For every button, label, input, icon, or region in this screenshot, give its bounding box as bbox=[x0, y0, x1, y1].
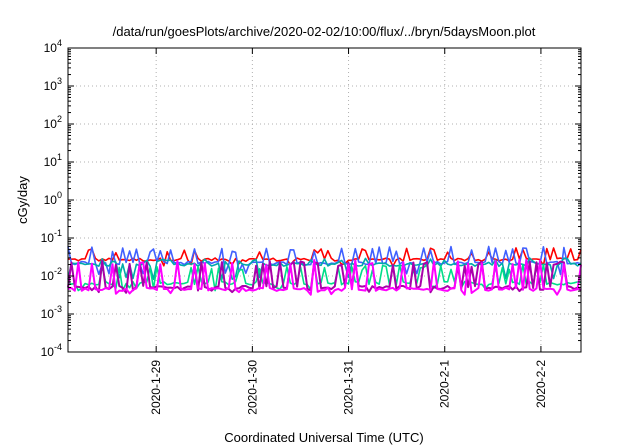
x-tick-label: 2020-1-30 bbox=[245, 360, 259, 415]
y-tick-label: 10-2 bbox=[41, 266, 62, 283]
y-tick-label: 100 bbox=[44, 190, 62, 207]
series-group bbox=[67, 245, 582, 296]
series-line bbox=[67, 257, 582, 281]
y-axis-label: cGy/day bbox=[15, 176, 30, 224]
x-tick-label: 2020-1-29 bbox=[149, 360, 163, 415]
y-tick-label: 102 bbox=[44, 114, 62, 131]
y-tick-label: 10-4 bbox=[41, 342, 62, 359]
y-tick-label: 104 bbox=[44, 38, 62, 55]
chart-title: /data/run/goesPlots/archive/2020-02-02/1… bbox=[113, 24, 536, 39]
x-tick-label: 2020-1-31 bbox=[342, 360, 356, 415]
x-tick-label: 2020-2-2 bbox=[534, 360, 548, 408]
x-axis: 2020-1-29 2020-1-30 2020-1-31 2020-2-1 2020-… bbox=[149, 48, 548, 415]
y-tick-label: 10-3 bbox=[41, 304, 62, 321]
y-tick-label: 101 bbox=[44, 152, 62, 169]
y-tick-label: 103 bbox=[44, 76, 62, 93]
x-axis-label: Coordinated Universal Time (UTC) bbox=[224, 430, 423, 445]
grid bbox=[68, 48, 581, 352]
series-line bbox=[67, 258, 582, 296]
series-line bbox=[67, 245, 582, 276]
y-tick-label: 10-1 bbox=[41, 228, 62, 245]
y-axis: 10-4 10-3 10-2 10-1 100 101 102 103 104 bbox=[41, 38, 581, 359]
x-tick-label: 2020-2-1 bbox=[438, 360, 452, 408]
